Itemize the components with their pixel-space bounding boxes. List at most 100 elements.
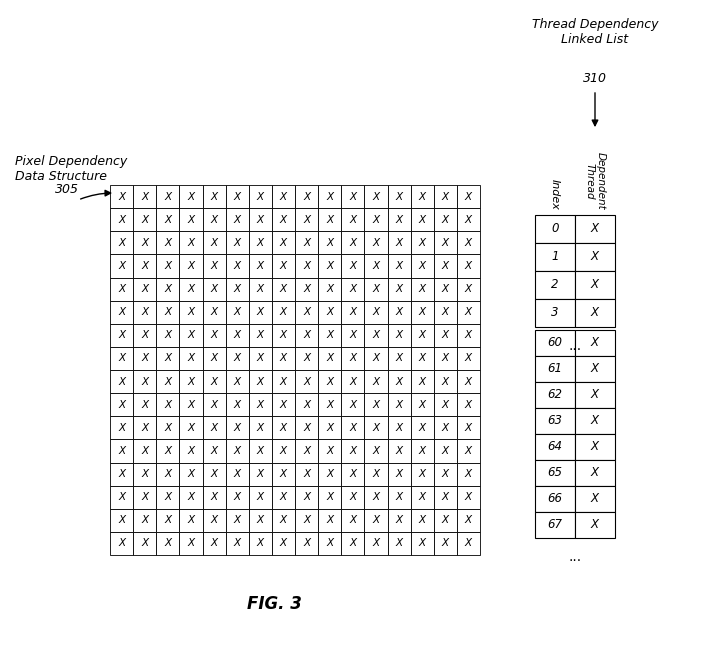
Text: X: X bbox=[118, 423, 125, 433]
Bar bbox=[364, 462, 388, 486]
Text: X: X bbox=[141, 538, 148, 549]
Bar bbox=[457, 532, 480, 555]
Text: X: X bbox=[303, 330, 310, 340]
Text: X: X bbox=[280, 469, 287, 479]
Text: Thread Dependency
Linked List: Thread Dependency Linked List bbox=[531, 18, 658, 46]
Bar bbox=[179, 370, 202, 393]
Text: X: X bbox=[210, 446, 218, 456]
Text: X: X bbox=[187, 377, 194, 387]
Bar bbox=[295, 232, 318, 254]
Bar bbox=[295, 416, 318, 439]
Text: X: X bbox=[395, 469, 403, 479]
Bar bbox=[411, 301, 434, 324]
Text: X: X bbox=[395, 538, 403, 549]
Bar bbox=[179, 347, 202, 370]
Bar bbox=[434, 532, 457, 555]
Bar bbox=[411, 509, 434, 532]
Text: X: X bbox=[591, 519, 599, 532]
Text: X: X bbox=[234, 215, 241, 225]
Bar bbox=[364, 416, 388, 439]
Text: X: X bbox=[349, 446, 356, 456]
Text: X: X bbox=[187, 515, 194, 525]
Text: X: X bbox=[118, 261, 125, 271]
Bar bbox=[411, 486, 434, 509]
Text: X: X bbox=[465, 492, 472, 502]
Bar bbox=[202, 347, 226, 370]
Bar bbox=[341, 416, 364, 439]
Text: 305: 305 bbox=[55, 183, 79, 196]
Text: X: X bbox=[442, 492, 449, 502]
Bar bbox=[295, 532, 318, 555]
Bar bbox=[434, 370, 457, 393]
Text: X: X bbox=[210, 353, 218, 364]
Bar bbox=[318, 208, 341, 232]
Bar bbox=[341, 185, 364, 208]
Text: X: X bbox=[442, 538, 449, 549]
Bar bbox=[272, 185, 295, 208]
Bar bbox=[388, 347, 411, 370]
Text: X: X bbox=[234, 538, 241, 549]
Text: X: X bbox=[187, 330, 194, 340]
Text: X: X bbox=[118, 284, 125, 294]
Bar bbox=[364, 532, 388, 555]
Bar bbox=[110, 185, 133, 208]
Text: X: X bbox=[419, 307, 426, 317]
Bar bbox=[457, 393, 480, 416]
Bar bbox=[110, 486, 133, 509]
Text: X: X bbox=[395, 515, 403, 525]
Bar bbox=[411, 393, 434, 416]
Bar bbox=[295, 185, 318, 208]
Text: X: X bbox=[187, 307, 194, 317]
Text: X: X bbox=[465, 446, 472, 456]
Text: X: X bbox=[349, 307, 356, 317]
Text: X: X bbox=[442, 284, 449, 294]
Text: 0: 0 bbox=[551, 222, 559, 235]
Bar bbox=[341, 486, 364, 509]
Bar bbox=[434, 208, 457, 232]
Text: X: X bbox=[141, 353, 148, 364]
Bar bbox=[202, 370, 226, 393]
Bar bbox=[318, 393, 341, 416]
Bar bbox=[318, 509, 341, 532]
Text: X: X bbox=[326, 492, 333, 502]
Text: X: X bbox=[280, 307, 287, 317]
Text: 64: 64 bbox=[547, 441, 562, 453]
Text: X: X bbox=[395, 238, 403, 248]
Text: 63: 63 bbox=[547, 415, 562, 428]
Bar bbox=[411, 254, 434, 277]
Text: X: X bbox=[372, 469, 380, 479]
Text: X: X bbox=[419, 492, 426, 502]
Bar bbox=[364, 185, 388, 208]
Text: X: X bbox=[349, 261, 356, 271]
Bar bbox=[110, 324, 133, 347]
Bar bbox=[457, 509, 480, 532]
Text: X: X bbox=[442, 377, 449, 387]
Bar bbox=[226, 532, 249, 555]
Bar bbox=[272, 254, 295, 277]
Bar bbox=[133, 254, 156, 277]
Bar bbox=[156, 277, 179, 301]
Bar bbox=[133, 324, 156, 347]
Text: X: X bbox=[141, 423, 148, 433]
Bar bbox=[341, 439, 364, 462]
Text: X: X bbox=[349, 238, 356, 248]
Bar bbox=[575, 460, 615, 486]
Bar bbox=[249, 277, 272, 301]
Bar bbox=[457, 416, 480, 439]
Bar bbox=[110, 208, 133, 232]
Bar bbox=[249, 462, 272, 486]
Text: X: X bbox=[591, 388, 599, 402]
Text: X: X bbox=[465, 515, 472, 525]
Bar bbox=[226, 277, 249, 301]
Text: X: X bbox=[465, 423, 472, 433]
Text: X: X bbox=[372, 377, 380, 387]
Bar bbox=[295, 254, 318, 277]
Bar bbox=[341, 254, 364, 277]
Bar bbox=[110, 509, 133, 532]
Bar bbox=[434, 324, 457, 347]
Text: X: X bbox=[280, 377, 287, 387]
Text: X: X bbox=[372, 330, 380, 340]
Bar bbox=[295, 393, 318, 416]
Text: 67: 67 bbox=[547, 519, 562, 532]
Text: X: X bbox=[465, 400, 472, 409]
